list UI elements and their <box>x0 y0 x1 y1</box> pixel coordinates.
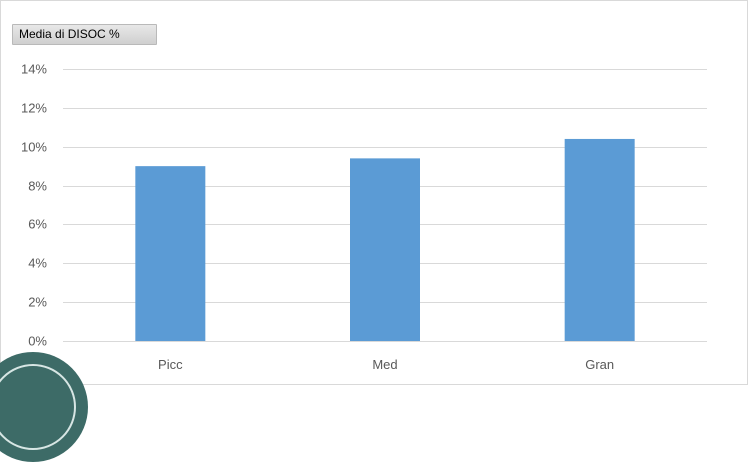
y-axis-ticks: 0% 2% 4% 6% 8% 10% 12% 14% <box>21 62 47 349</box>
x-tick-label: Med <box>372 357 397 372</box>
bar-picc[interactable] <box>135 166 206 341</box>
chart-frame: Media di DISOC % 0% 2% 4% 6% 8% 10% 12% 14% Pic… <box>0 0 748 385</box>
x-axis-ticks: Picc Med Gran <box>158 357 614 372</box>
bar-med[interactable] <box>350 158 420 341</box>
bars <box>135 138 635 341</box>
y-tick-label: 2% <box>28 295 47 310</box>
y-tick-label: 6% <box>28 217 47 232</box>
y-tick-label: 12% <box>21 101 47 116</box>
y-tick-label: 4% <box>28 256 47 271</box>
y-tick-label: 10% <box>21 140 47 155</box>
y-tick-label: 8% <box>28 179 47 194</box>
bar-chart: 0% 2% 4% 6% 8% 10% 12% 14% Picc Med Gran <box>21 62 707 372</box>
y-tick-label: 0% <box>28 334 47 349</box>
x-tick-label: Picc <box>158 357 183 372</box>
bar-gran[interactable] <box>564 138 635 341</box>
x-tick-label: Gran <box>585 357 614 372</box>
value-field-button[interactable]: Media di DISOC % <box>12 24 157 45</box>
y-tick-label: 14% <box>21 62 47 77</box>
